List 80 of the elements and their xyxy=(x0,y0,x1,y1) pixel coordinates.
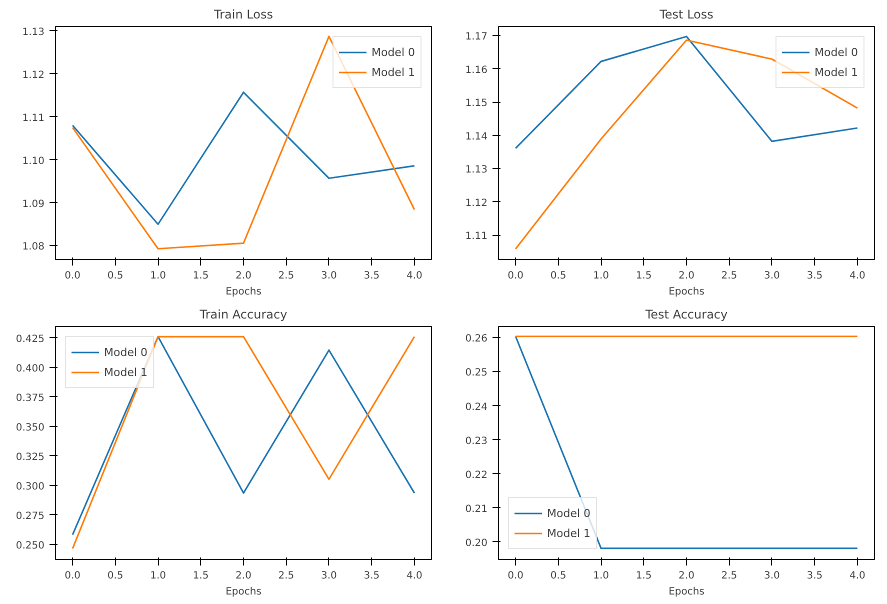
y-tick-label: 0.22 xyxy=(465,470,488,481)
y-tick-label: 0.23 xyxy=(465,436,488,447)
x-tick-label: 4.0 xyxy=(406,570,422,582)
y-tick-label: 1.17 xyxy=(465,31,488,42)
x-tick-label: 2.5 xyxy=(721,270,738,282)
x-tick-label: 1.5 xyxy=(192,270,209,282)
y-tick-label: 0.24 xyxy=(465,402,488,413)
y-tick-label: 0.275 xyxy=(16,510,45,522)
y-tick-label: 0.21 xyxy=(465,504,488,515)
x-tick-label: 0.5 xyxy=(107,270,124,282)
y-tick-label: 0.250 xyxy=(16,540,45,552)
legend-label: Model 0 xyxy=(371,44,415,60)
x-tick-label: 1.0 xyxy=(150,270,166,282)
y-tick-label: 0.26 xyxy=(465,334,488,345)
x-tick-label: 2.5 xyxy=(721,570,738,582)
x-tick-label: 2.0 xyxy=(678,570,694,582)
x-tick-label: 0.5 xyxy=(550,570,566,582)
y-tick-label: 1.16 xyxy=(465,64,488,76)
y-tick-label: 0.300 xyxy=(16,481,45,492)
y-tick-label: 0.375 xyxy=(16,392,45,404)
x-axis-title: Epochs xyxy=(668,286,704,298)
y-tick-label: 1.12 xyxy=(22,70,44,81)
x-tick-label: 0.5 xyxy=(550,270,566,282)
y-tick-label: 0.400 xyxy=(16,363,45,374)
chart-title: Train Accuracy xyxy=(198,308,288,322)
x-axis-title: Epochs xyxy=(226,286,262,298)
x-tick-label: 3.5 xyxy=(806,270,823,282)
x-tick-label: 1.5 xyxy=(636,270,652,282)
x-tick-label: 0.0 xyxy=(64,270,81,282)
x-tick-label: 3.0 xyxy=(764,270,780,282)
y-tick-label: 0.425 xyxy=(16,334,45,345)
x-tick-label: 3.5 xyxy=(364,570,380,582)
chart-title: Train Loss xyxy=(213,8,273,22)
x-tick-label: 0.0 xyxy=(64,570,81,582)
x-tick-label: 2.5 xyxy=(278,270,294,282)
y-tick-label: 0.20 xyxy=(465,538,488,549)
x-tick-label: 2.0 xyxy=(236,570,252,582)
x-axis-title: Epochs xyxy=(226,586,262,598)
y-tick-label: 1.15 xyxy=(465,98,488,110)
y-tick-label: 1.10 xyxy=(22,156,44,167)
x-tick-label: 1.5 xyxy=(636,570,652,582)
y-tick-label: 1.14 xyxy=(465,131,488,142)
x-tick-label: 3.0 xyxy=(764,570,780,582)
x-tick-label: 2.5 xyxy=(278,570,294,582)
x-tick-label: 2.0 xyxy=(678,270,694,282)
legend-label: Model 0 xyxy=(104,344,148,360)
y-tick-label: 1.12 xyxy=(465,198,488,209)
y-tick-label: 1.13 xyxy=(22,26,44,38)
legend-label: Model 0 xyxy=(814,44,858,60)
y-tick-label: 0.325 xyxy=(16,452,45,463)
y-tick-label: 1.13 xyxy=(465,164,488,176)
x-tick-label: 3.5 xyxy=(806,570,823,582)
y-tick-label: 1.11 xyxy=(22,112,44,124)
legend-label: Model 1 xyxy=(104,364,148,380)
x-tick-label: 1.0 xyxy=(150,570,166,582)
x-tick-label: 1.0 xyxy=(593,570,609,582)
legend-label: Model 0 xyxy=(547,506,591,521)
legend-label: Model 1 xyxy=(547,526,591,541)
legend-label: Model 1 xyxy=(814,64,858,80)
x-tick-label: 2.0 xyxy=(236,270,252,282)
y-tick-label: 0.25 xyxy=(465,368,488,379)
chart-title: Test Loss xyxy=(658,8,714,22)
chart-title: Test Accuracy xyxy=(644,308,728,322)
x-tick-label: 4.0 xyxy=(849,570,866,582)
x-tick-label: 3.5 xyxy=(364,270,380,282)
x-tick-label: 1.0 xyxy=(593,270,609,282)
legend-label: Model 1 xyxy=(371,64,415,80)
x-tick-label: 0.5 xyxy=(107,570,124,582)
x-tick-label: 4.0 xyxy=(406,270,422,282)
y-tick-label: 0.350 xyxy=(16,422,45,434)
x-tick-label: 0.0 xyxy=(508,270,524,282)
x-tick-label: 4.0 xyxy=(849,270,866,282)
y-tick-label: 1.09 xyxy=(22,198,44,210)
y-tick-label: 1.11 xyxy=(465,231,488,242)
x-tick-label: 0.0 xyxy=(508,570,524,582)
x-tick-label: 3.0 xyxy=(321,570,337,582)
x-tick-label: 3.0 xyxy=(321,270,337,282)
y-tick-label: 1.08 xyxy=(22,242,44,253)
x-tick-label: 1.5 xyxy=(192,570,209,582)
x-axis-title: Epochs xyxy=(668,586,704,598)
